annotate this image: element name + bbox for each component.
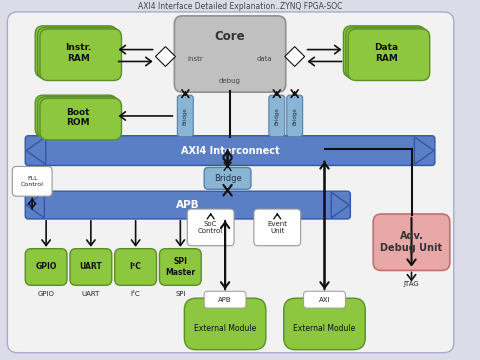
FancyBboxPatch shape (37, 27, 119, 79)
FancyBboxPatch shape (284, 298, 365, 350)
FancyBboxPatch shape (346, 27, 427, 79)
Text: APB: APB (176, 200, 200, 210)
Text: Data
RAM: Data RAM (374, 44, 398, 63)
Text: Bridge: Bridge (292, 107, 297, 125)
FancyBboxPatch shape (37, 97, 119, 138)
Text: debug: debug (219, 78, 241, 84)
Polygon shape (285, 46, 305, 66)
Text: I²C: I²C (130, 262, 142, 271)
Text: Boot
ROM: Boot ROM (67, 108, 90, 127)
Text: Bridge: Bridge (214, 174, 241, 183)
Text: I²C: I²C (131, 291, 141, 297)
FancyBboxPatch shape (70, 249, 112, 285)
Text: Core: Core (215, 30, 245, 43)
FancyBboxPatch shape (187, 209, 234, 246)
Text: JTAG: JTAG (404, 281, 420, 287)
FancyBboxPatch shape (25, 249, 67, 285)
Text: SPI: SPI (175, 291, 186, 297)
FancyBboxPatch shape (25, 191, 350, 219)
Text: SoC
Control: SoC Control (198, 221, 223, 234)
Text: External Module: External Module (293, 324, 356, 333)
Text: SPI
Master: SPI Master (165, 257, 195, 277)
Text: Instr.
RAM: Instr. RAM (65, 44, 92, 63)
Text: APB: APB (218, 297, 232, 303)
Polygon shape (26, 137, 46, 165)
Polygon shape (156, 46, 175, 66)
FancyBboxPatch shape (35, 95, 117, 137)
Text: GPIO: GPIO (36, 262, 57, 271)
FancyBboxPatch shape (269, 95, 285, 137)
Text: UART: UART (82, 291, 100, 297)
FancyBboxPatch shape (304, 291, 346, 308)
Polygon shape (26, 192, 44, 218)
Text: AXI: AXI (319, 297, 330, 303)
Text: External Module: External Module (194, 324, 256, 333)
FancyBboxPatch shape (254, 209, 300, 246)
FancyBboxPatch shape (25, 136, 435, 166)
FancyBboxPatch shape (287, 95, 302, 137)
Text: Event
Unit: Event Unit (267, 221, 288, 234)
Text: Adv.
Debug Unit: Adv. Debug Unit (381, 231, 443, 253)
Text: AXI4 Interconnect: AXI4 Interconnect (181, 145, 279, 156)
Polygon shape (331, 192, 349, 218)
FancyBboxPatch shape (12, 166, 52, 196)
Text: instr: instr (187, 57, 203, 63)
Text: FLL
Control: FLL Control (21, 176, 44, 187)
FancyBboxPatch shape (159, 249, 201, 285)
Text: Bridge: Bridge (274, 107, 279, 125)
FancyBboxPatch shape (115, 249, 156, 285)
Text: UART: UART (80, 262, 102, 271)
Text: AXI4 Interface Detailed Explanation..ZYNQ FPGA-SOC: AXI4 Interface Detailed Explanation..ZYN… (138, 3, 342, 12)
FancyBboxPatch shape (348, 29, 430, 81)
FancyBboxPatch shape (373, 214, 450, 270)
FancyBboxPatch shape (174, 16, 286, 92)
FancyBboxPatch shape (7, 12, 454, 353)
Polygon shape (414, 137, 434, 165)
FancyBboxPatch shape (40, 98, 121, 140)
Text: GPIO: GPIO (38, 291, 55, 297)
FancyBboxPatch shape (35, 26, 117, 77)
FancyBboxPatch shape (40, 29, 121, 81)
FancyBboxPatch shape (178, 95, 193, 137)
Text: Bridge: Bridge (183, 107, 188, 125)
Text: data: data (257, 57, 273, 63)
FancyBboxPatch shape (343, 26, 425, 77)
FancyBboxPatch shape (184, 298, 266, 350)
FancyBboxPatch shape (204, 291, 246, 308)
FancyBboxPatch shape (204, 167, 251, 189)
